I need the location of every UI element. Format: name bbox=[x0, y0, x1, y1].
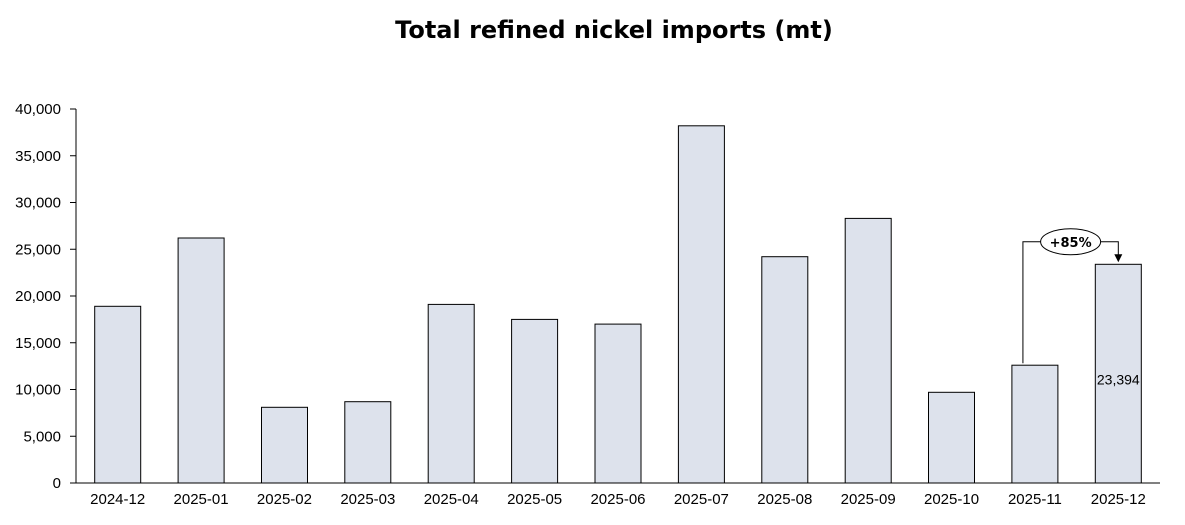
y-tick-label: 20,000 bbox=[15, 288, 61, 305]
bar bbox=[344, 401, 392, 484]
x-tick-label: 2025-02 bbox=[257, 491, 312, 508]
y-tick-label: 5,000 bbox=[23, 428, 61, 445]
change-label: +85% bbox=[1050, 236, 1092, 251]
bar bbox=[427, 303, 475, 484]
bar bbox=[177, 237, 225, 484]
bar bbox=[594, 323, 642, 484]
y-tick-label: 25,000 bbox=[15, 241, 61, 258]
x-tick-label: 2025-07 bbox=[674, 491, 729, 508]
x-tick-label: 2025-04 bbox=[424, 491, 479, 508]
bar bbox=[1094, 263, 1142, 484]
bar bbox=[761, 256, 809, 484]
x-tick-label: 2025-05 bbox=[507, 491, 562, 508]
x-tick-label: 2025-12 bbox=[1091, 491, 1146, 508]
plot-area: 0 5,000 10,000 15,000 20,000 25,000 30,000 35,0… bbox=[15, 101, 1160, 508]
data-label: 23,394 bbox=[1097, 372, 1140, 388]
chart-title: Total refined nickel imports (mt) bbox=[395, 16, 833, 44]
x-tick-label: 2025-06 bbox=[590, 491, 645, 508]
x-tick-label: 2025-11 bbox=[1008, 491, 1062, 508]
x-tick-label: 2025-09 bbox=[841, 491, 896, 508]
bar bbox=[94, 305, 142, 484]
x-tick-label: 2025-10 bbox=[924, 491, 979, 508]
y-tick-label: 35,000 bbox=[15, 148, 61, 165]
change-label-bubble bbox=[1040, 228, 1102, 256]
bar bbox=[511, 318, 559, 484]
x-tick-label: 2025-08 bbox=[757, 491, 812, 508]
bar bbox=[1011, 364, 1059, 484]
y-tick-label: 15,000 bbox=[15, 335, 61, 352]
y-tick-label: 40,000 bbox=[15, 101, 61, 118]
change-arrow-head bbox=[1114, 254, 1123, 263]
bar bbox=[261, 406, 308, 484]
x-tick-label: 2024-12 bbox=[90, 491, 145, 508]
y-tick-label: 0 bbox=[53, 475, 61, 492]
bar bbox=[928, 391, 975, 484]
x-tick-label: 2025-03 bbox=[340, 491, 395, 508]
bar bbox=[844, 217, 892, 484]
bar bbox=[677, 125, 725, 484]
x-tick-label: 2025-01 bbox=[174, 491, 229, 508]
y-tick-label: 30,000 bbox=[15, 195, 61, 212]
y-tick-label: 10,000 bbox=[15, 382, 61, 399]
